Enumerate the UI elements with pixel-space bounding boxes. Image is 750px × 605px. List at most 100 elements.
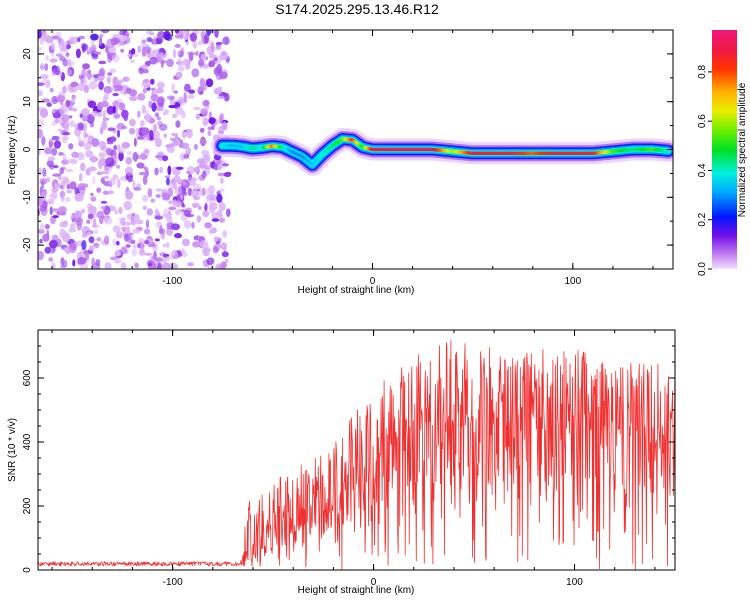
noise-speckle-dot [45, 247, 51, 254]
noise-speckle-dot [203, 100, 210, 107]
noise-speckle-dot [193, 41, 198, 49]
noise-speckle-dot [61, 39, 65, 48]
noise-speckle-dot [108, 127, 115, 131]
noise-speckle-dot [192, 241, 201, 247]
noise-speckle-dot [207, 130, 211, 136]
noise-speckle-dot [207, 257, 215, 265]
noise-speckle-dot [154, 168, 158, 176]
noise-speckle-dot [68, 58, 72, 68]
noise-speckle-dot [98, 81, 104, 90]
noise-speckle-dot [101, 201, 107, 204]
noise-speckle-dot [120, 35, 127, 41]
noise-speckle-dot [77, 257, 86, 265]
noise-speckle-dot [91, 111, 99, 117]
snr-xtick-label: -100 [163, 577, 183, 588]
noise-speckle-dot [85, 134, 89, 137]
noise-speckle-dot [53, 165, 58, 168]
noise-speckle-dot [184, 92, 187, 102]
noise-speckle-dot [181, 30, 187, 35]
noise-speckle-dot [54, 183, 57, 189]
noise-speckle-dot [118, 207, 123, 214]
noise-speckle-dot [104, 216, 108, 223]
noise-speckle-dot [162, 244, 166, 248]
noise-speckle-dot [164, 134, 167, 138]
noise-speckle-dot [79, 173, 83, 182]
noise-speckle-dot [122, 77, 129, 82]
noise-speckle-dot [94, 229, 98, 234]
noise-speckle-dot [216, 42, 223, 46]
noise-speckle-dot [57, 38, 61, 41]
spectrogram-xtick-label: 100 [564, 276, 581, 287]
noise-speckle-dot [127, 151, 133, 155]
noise-speckle-dot [100, 127, 104, 134]
noise-speckle-dot [192, 203, 200, 207]
noise-speckle-dot [220, 177, 224, 183]
noise-speckle-dot [209, 204, 215, 214]
noise-speckle-dot [205, 248, 211, 253]
noise-speckle-dot [200, 108, 208, 115]
noise-speckle-dot [197, 215, 202, 223]
noise-speckle-dot [186, 147, 191, 154]
noise-speckle-dot [172, 199, 177, 208]
noise-speckle-dot [143, 79, 150, 83]
noise-speckle-dot [99, 34, 103, 38]
noise-speckle-dot [81, 108, 90, 117]
noise-speckle-dot [187, 95, 194, 99]
noise-speckle-dot [114, 260, 121, 264]
noise-speckle-dot [175, 107, 183, 115]
snr-line-group [38, 340, 675, 569]
snr-line [38, 340, 675, 569]
noise-speckle-dot [54, 140, 61, 149]
noise-speckle-dot [89, 81, 98, 89]
noise-speckle-dot [60, 49, 68, 53]
noise-speckle-dot [104, 235, 109, 244]
spectrogram-xtick-label: -100 [162, 276, 182, 287]
noise-speckle-dot [48, 156, 56, 161]
noise-speckle-dot [222, 230, 227, 237]
noise-speckle-dot [60, 183, 65, 190]
noise-speckle-dot [150, 199, 155, 203]
noise-speckle-dot [36, 47, 43, 51]
noise-speckle-dot [72, 259, 75, 266]
noise-speckle-dot [130, 240, 135, 244]
noise-speckle-dot [49, 240, 58, 249]
noise-speckle-dot [172, 114, 178, 119]
noise-speckle-dot [222, 37, 230, 45]
noise-speckle-dot [221, 202, 226, 212]
noise-speckle-dot [87, 231, 92, 235]
noise-speckle-dot [159, 167, 163, 174]
noise-speckle-dot [193, 196, 200, 200]
noise-speckle-dot [71, 214, 75, 218]
noise-speckle-dot [91, 257, 95, 266]
noise-speckle-dot [40, 74, 49, 79]
noise-speckle-dot [132, 228, 141, 233]
noise-speckle-dot [133, 152, 139, 162]
noise-speckle-dot [129, 96, 137, 101]
noise-speckle-dot [120, 49, 124, 53]
noise-speckle-dot [46, 230, 49, 239]
noise-speckle-dot [139, 153, 147, 160]
noise-speckle-dot [113, 106, 116, 114]
noise-speckle-dot [158, 102, 164, 107]
noise-speckle-dot [175, 210, 181, 215]
noise-speckle-dot [96, 187, 101, 193]
noise-speckle-dot [220, 51, 228, 60]
noise-speckle-dot [52, 173, 61, 176]
noise-speckle-dot [196, 114, 200, 120]
noise-speckle-dot [51, 53, 54, 56]
noise-speckle-dot [202, 171, 207, 179]
noise-speckle-dot [214, 163, 217, 171]
noise-speckle-dot [40, 223, 45, 232]
noise-speckle-dot [184, 210, 191, 217]
snr-ylabel: SNR (10 * v/v) [7, 418, 18, 482]
noise-speckle-dot [200, 240, 209, 248]
noise-speckle-dot [170, 263, 178, 271]
noise-speckle-dot [39, 205, 47, 212]
noise-speckle-dot [206, 188, 209, 194]
noise-speckle-dot [110, 257, 118, 261]
noise-speckle-dot [69, 36, 78, 44]
noise-speckle-dot [200, 128, 205, 133]
noise-speckle-dot [148, 263, 152, 267]
noise-speckle-dot [182, 204, 186, 208]
